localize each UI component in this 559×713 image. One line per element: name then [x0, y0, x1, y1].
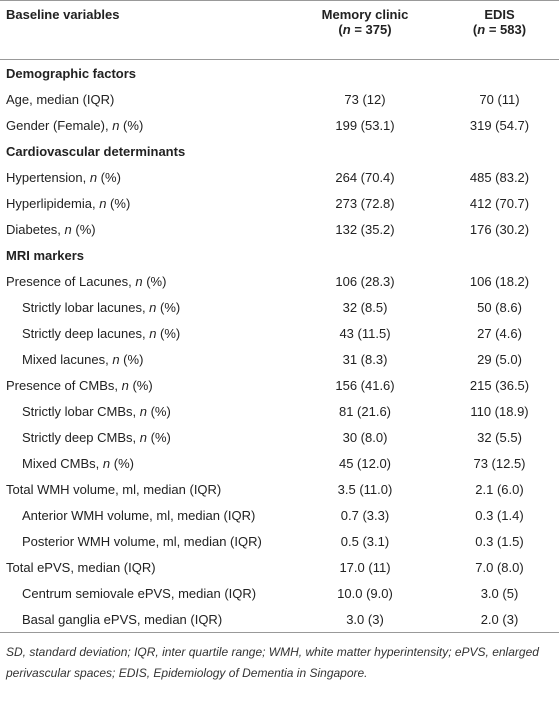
- cell-value: 319 (54.7): [469, 117, 530, 133]
- row-label: Strictly deep lacunes, n (%): [22, 325, 181, 341]
- row-label: Centrum semiovale ePVS, median (IQR): [22, 585, 257, 601]
- row-label: Demographic factors: [6, 65, 137, 81]
- cell-value: 156 (41.6): [335, 377, 395, 393]
- data-row: Centrum semiovale ePVS, median (IQR) 10.0…: [0, 580, 559, 606]
- cell-value: 199 (53.1): [335, 117, 395, 133]
- column-title: Baseline variables: [6, 7, 120, 22]
- cell-value: 485 (83.2): [469, 169, 530, 185]
- section-row: Cardiovascular determinants: [0, 138, 559, 164]
- data-row: Strictly lobar CMBs, n (%) 81 (21.6) 110 (…: [0, 398, 559, 424]
- cell-value: 3.0 (3): [346, 611, 384, 627]
- column-title: Memory clinic: [321, 7, 409, 22]
- row-label: Anterior WMH volume, ml, median (IQR): [22, 507, 256, 523]
- data-row: Strictly deep CMBs, n (%) 30 (8.0) 32 (5.5…: [0, 424, 559, 450]
- column-header: EDIS (n = 583): [440, 0, 559, 60]
- column-subtitle: (n = 583): [472, 22, 527, 37]
- cell-value: 70 (11): [479, 91, 520, 107]
- data-row: Hyperlipidemia, n (%) 273 (72.8) 412 (70.7…: [0, 190, 559, 216]
- table: Baseline variables Memory clinic (n = 375)…: [0, 0, 559, 633]
- cell-value: 2.0 (3): [480, 611, 519, 627]
- cell-value: 0.7 (3.3): [340, 507, 390, 523]
- row-label: Diabetes, n (%): [6, 221, 96, 237]
- cell-value: 273 (72.8): [335, 195, 395, 211]
- column-header: Memory clinic (n = 375): [290, 0, 440, 60]
- cell-value: 50 (8.6): [477, 299, 522, 315]
- row-label: Gender (Female), n (%): [6, 117, 144, 133]
- cell-value: 0.3 (1.5): [475, 533, 524, 549]
- cell-value: 2.1 (6.0): [475, 481, 524, 497]
- row-label: Mixed CMBs, n (%): [22, 455, 134, 471]
- data-row: Mixed CMBs, n (%) 45 (12.0) 73 (12.5): [0, 450, 559, 476]
- data-row: Total ePVS, median (IQR) 17.0 (11) 7.0 (8.…: [0, 554, 559, 580]
- data-row: Presence of Lacunes, n (%) 106 (28.3) 106 …: [0, 268, 559, 294]
- cell-value: 0.3 (1.4): [475, 507, 524, 523]
- cell-value: 27 (4.6): [477, 325, 522, 341]
- cell-value: 81 (21.6): [338, 403, 392, 419]
- cell-value: 7.0 (8.0): [475, 559, 524, 575]
- data-row: Total WMH volume, ml, median (IQR) 3.5 (1…: [0, 476, 559, 502]
- data-row: Posterior WMH volume, ml, median (IQR) 0.…: [0, 528, 559, 554]
- data-row: Strictly lobar lacunes, n (%) 32 (8.5) 50 …: [0, 294, 559, 320]
- row-label: Hyperlipidemia, n (%): [6, 195, 131, 211]
- data-row: Gender (Female), n (%) 199 (53.1) 319 (54.…: [0, 112, 559, 138]
- row-label: Mixed lacunes, n (%): [22, 351, 144, 367]
- data-row: Strictly deep lacunes, n (%) 43 (11.5) 27 …: [0, 320, 559, 346]
- cell-value: 73 (12): [344, 91, 386, 107]
- cell-value: 106 (28.3): [335, 273, 395, 289]
- cell-value: 43 (11.5): [339, 325, 391, 341]
- cell-value: 3.5 (11.0): [337, 481, 393, 497]
- row-label: Hypertension, n (%): [6, 169, 121, 185]
- cell-value: 29 (5.0): [477, 351, 522, 367]
- cell-value: 31 (8.3): [342, 351, 388, 367]
- row-label: Strictly deep CMBs, n (%): [22, 429, 171, 445]
- cell-value: 10.0 (9.0): [337, 585, 393, 601]
- row-label: Total WMH volume, ml, median (IQR): [6, 481, 222, 497]
- row-label: Posterior WMH volume, ml, median (IQR): [22, 533, 262, 549]
- row-label: Basal ganglia ePVS, median (IQR): [22, 611, 223, 627]
- section-row: MRI markers: [0, 242, 559, 268]
- cell-value: 215 (36.5): [469, 377, 530, 393]
- row-label: Strictly lobar CMBs, n (%): [22, 403, 171, 419]
- header-row: Baseline variables Memory clinic (n = 375)…: [0, 0, 559, 60]
- cell-value: 176 (30.2): [469, 221, 530, 237]
- data-row: Mixed lacunes, n (%) 31 (8.3) 29 (5.0): [0, 346, 559, 372]
- cell-value: 412 (70.7): [469, 195, 530, 211]
- footnote: SD, standard deviation; IQR, inter quart…: [6, 645, 539, 680]
- cell-value: 110 (18.9): [470, 403, 529, 419]
- cell-value: 17.0 (11): [339, 559, 391, 575]
- cell-value: 73 (12.5): [473, 455, 526, 471]
- section-row: Demographic factors: [0, 60, 559, 87]
- row-label: Strictly lobar lacunes, n (%): [22, 299, 181, 315]
- row-label: MRI markers: [6, 247, 85, 263]
- cell-value: 264 (70.4): [335, 169, 395, 185]
- cell-value: 3.0 (5): [480, 585, 519, 601]
- row-label: Cardiovascular determinants: [6, 143, 186, 159]
- row-label: Presence of CMBs, n (%): [6, 377, 153, 393]
- data-row: Diabetes, n (%) 132 (35.2) 176 (30.2): [0, 216, 559, 242]
- column-subtitle: (n = 375): [338, 22, 392, 37]
- row-label: Age, median (IQR): [6, 91, 115, 107]
- data-row: Basal ganglia ePVS, median (IQR) 3.0 (3) 2…: [0, 606, 559, 633]
- table-body: Demographic factors Age, median (IQR) 73 (…: [0, 60, 559, 633]
- data-row: Age, median (IQR) 73 (12) 70 (11): [0, 86, 559, 112]
- cell-value: 30 (8.0): [342, 429, 388, 445]
- row-label: Presence of Lacunes, n (%): [6, 273, 167, 289]
- row-label: Total ePVS, median (IQR): [6, 559, 156, 575]
- column-header: Baseline variables: [0, 0, 290, 60]
- cell-value: 0.5 (3.1): [340, 533, 390, 549]
- cell-value: 106 (18.2): [469, 273, 530, 289]
- cell-value: 45 (12.0): [338, 455, 392, 471]
- data-row: Anterior WMH volume, ml, median (IQR) 0.7…: [0, 502, 559, 528]
- cell-value: 132 (35.2): [335, 221, 395, 237]
- cell-value: 32 (5.5): [477, 429, 522, 445]
- column-title: EDIS: [484, 7, 515, 22]
- data-row: Hypertension, n (%) 264 (70.4) 485 (83.2): [0, 164, 559, 190]
- cell-value: 32 (8.5): [342, 299, 388, 315]
- data-row: Presence of CMBs, n (%) 156 (41.6) 215 (36…: [0, 372, 559, 398]
